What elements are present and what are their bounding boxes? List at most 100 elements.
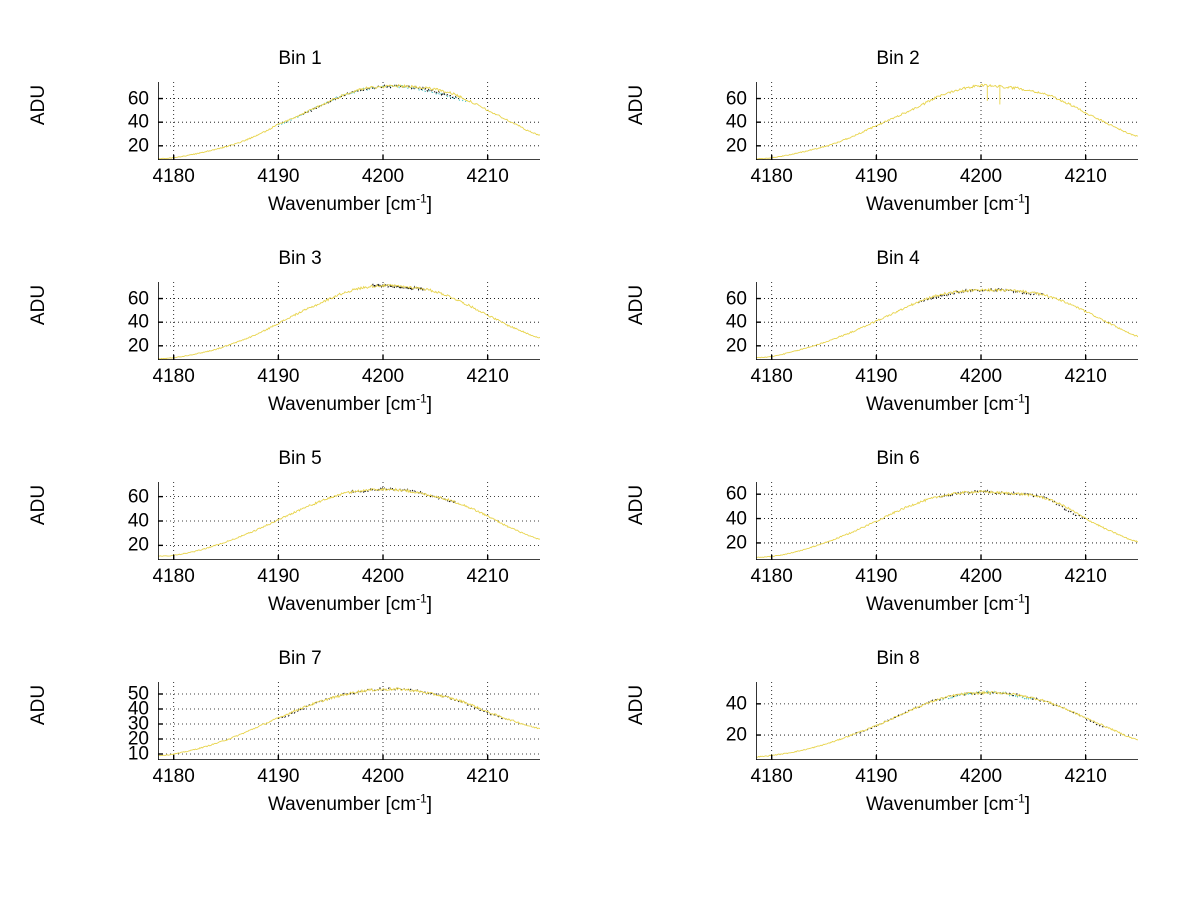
x-axis-label-text: Wavenumber [cm <box>267 394 417 415</box>
x-tick-label: 4180 <box>750 766 793 787</box>
subplot-panel: Bin 2 ADU 20 40 60 4180 4190 4200 4210 Wavenumber… <box>598 48 1198 253</box>
x-axis-label-text: Wavenumber [cm <box>865 394 1015 415</box>
spectral-curve <box>158 283 540 360</box>
x-axis-label-bracket: ] <box>1024 594 1031 615</box>
x-tick-labels: 4180 4190 4200 4210 <box>751 366 1138 392</box>
x-tick-labels: 4180 4190 4200 4210 <box>751 766 1138 792</box>
y-tick-label: 60 <box>725 288 747 310</box>
plot-area <box>158 482 540 560</box>
plot-area <box>756 282 1138 360</box>
spectral-curve <box>372 282 426 292</box>
y-axis-label: ADU <box>626 684 647 726</box>
x-axis-label-bracket: ] <box>426 394 433 415</box>
x-tick-label: 4190 <box>257 166 300 187</box>
x-tick-label: 4210 <box>466 566 509 587</box>
x-tick-label: 4180 <box>152 566 195 587</box>
y-tick-labels: 20 40 60 <box>104 482 152 560</box>
y-axis-label: ADU <box>28 284 49 326</box>
x-tick-labels: 4180 4190 4200 4210 <box>751 566 1138 592</box>
x-tick-labels: 4180 4190 4200 4210 <box>153 766 540 792</box>
x-tick-label: 4200 <box>959 366 1003 387</box>
x-tick-label: 4210 <box>466 366 509 387</box>
subplot-panel: Bin 5 ADU 20 40 60 4180 4190 4200 4210 Wavenumber… <box>0 448 600 653</box>
x-tick-label: 4190 <box>257 766 300 787</box>
x-axis-label: Wavenumber [cm-1] <box>100 191 600 216</box>
x-tick-label: 4210 <box>1064 566 1107 587</box>
y-tick-label: 20 <box>725 335 747 357</box>
x-axis-label-bracket: ] <box>1024 194 1031 215</box>
subplot-title: Bin 5 <box>278 448 322 469</box>
x-tick-labels: 4180 4190 4200 4210 <box>153 566 540 592</box>
y-tick-label: 20 <box>127 534 149 556</box>
y-tick-label: 10 <box>127 743 149 765</box>
x-tick-label: 4200 <box>959 566 1003 587</box>
x-axis-label-exponent: -1 <box>1014 391 1025 406</box>
y-tick-label: 40 <box>127 698 149 720</box>
x-axis-label: Wavenumber [cm-1] <box>698 793 1198 816</box>
y-axis-label: ADU <box>28 84 49 126</box>
subplot-panel: Bin 4 ADU 20 40 60 4180 4190 4200 4210 Wavenumber… <box>598 248 1198 453</box>
plot-svg <box>158 482 540 560</box>
x-tick-label: 4210 <box>466 766 509 787</box>
plot-svg <box>158 682 540 760</box>
y-tick-label: 20 <box>725 724 747 746</box>
spectral-curve <box>756 83 1138 160</box>
x-tick-label: 4200 <box>361 166 405 187</box>
y-tick-label: 40 <box>725 693 747 715</box>
x-axis-label-text: Wavenumber [cm <box>865 594 1015 615</box>
y-tick-label: 40 <box>725 111 747 133</box>
subplot-title: Bin 7 <box>278 648 322 669</box>
plot-area <box>756 482 1138 560</box>
spectral-curve <box>756 489 1138 559</box>
x-axis-label: Wavenumber [cm-1] <box>698 391 1198 416</box>
subplot-panel: Bin 7 ADU 10 20 30 40 50 4180 4190 4200 4210 Wavenu… <box>0 648 600 853</box>
y-tick-labels: 20 40 60 <box>702 282 750 360</box>
y-axis-label: ADU <box>626 284 647 326</box>
x-tick-label: 4180 <box>152 366 195 387</box>
y-tick-labels: 20 40 <box>702 682 750 760</box>
y-tick-labels: 20 40 60 <box>702 82 750 160</box>
y-tick-labels: 20 40 60 <box>104 82 152 160</box>
subplot-panel: Bin 8 ADU 20 40 4180 4190 4200 4210 Wavenumber [… <box>598 648 1198 853</box>
subplot-title: Bin 4 <box>876 248 920 269</box>
x-tick-label: 4190 <box>855 566 898 587</box>
x-axis-label: Wavenumber [cm-1] <box>100 791 600 816</box>
subplot-panel: Bin 1 ADU 20 40 60 4180 4190 4200 4210 Wavenumber… <box>0 48 600 253</box>
x-tick-label: 4180 <box>152 766 195 787</box>
spectral-curve <box>917 287 1045 304</box>
x-tick-label: 4180 <box>750 366 793 387</box>
y-tick-label: 60 <box>725 88 747 110</box>
y-tick-label: 40 <box>127 510 149 532</box>
x-tick-label: 4200 <box>361 366 405 387</box>
x-axis-label-exponent: -1 <box>416 191 427 206</box>
subplot-title: Bin 8 <box>876 648 920 669</box>
y-tick-label: 60 <box>127 486 149 508</box>
y-tick-labels: 10 20 30 40 50 <box>104 682 152 764</box>
x-tick-label: 4190 <box>855 366 898 387</box>
x-axis-label-bracket: ] <box>1024 794 1031 815</box>
subplot-panel: Bin 3 ADU 20 40 60 4180 4190 4200 4210 Wavenumber… <box>0 248 600 453</box>
x-axis-label-text: Wavenumber [cm <box>865 794 1015 815</box>
x-tick-label: 4180 <box>750 566 793 587</box>
x-axis-label-exponent: -1 <box>416 791 427 806</box>
x-axis-label: Wavenumber [cm-1] <box>698 193 1198 216</box>
plot-svg <box>756 282 1138 360</box>
y-tick-label: 60 <box>127 288 149 310</box>
y-axis-label: ADU <box>28 684 49 726</box>
x-tick-label: 4210 <box>1064 166 1107 187</box>
x-tick-label: 4190 <box>855 166 898 187</box>
y-tick-label: 20 <box>127 335 149 357</box>
subplot-title: Bin 2 <box>876 48 920 69</box>
plot-svg <box>756 82 1138 160</box>
x-tick-label: 4210 <box>1064 366 1107 387</box>
x-axis-label-exponent: -1 <box>1014 591 1025 606</box>
y-tick-label: 40 <box>127 311 149 333</box>
x-axis-label-text: Wavenumber [cm <box>267 794 417 815</box>
x-tick-label: 4190 <box>855 766 898 787</box>
plot-svg <box>158 282 540 360</box>
x-axis-label-bracket: ] <box>1024 394 1031 415</box>
x-axis-label-bracket: ] <box>426 194 433 215</box>
x-tick-label: 4180 <box>152 166 195 187</box>
subplot-title: Bin 3 <box>278 248 322 269</box>
spectral-curve <box>158 83 540 160</box>
